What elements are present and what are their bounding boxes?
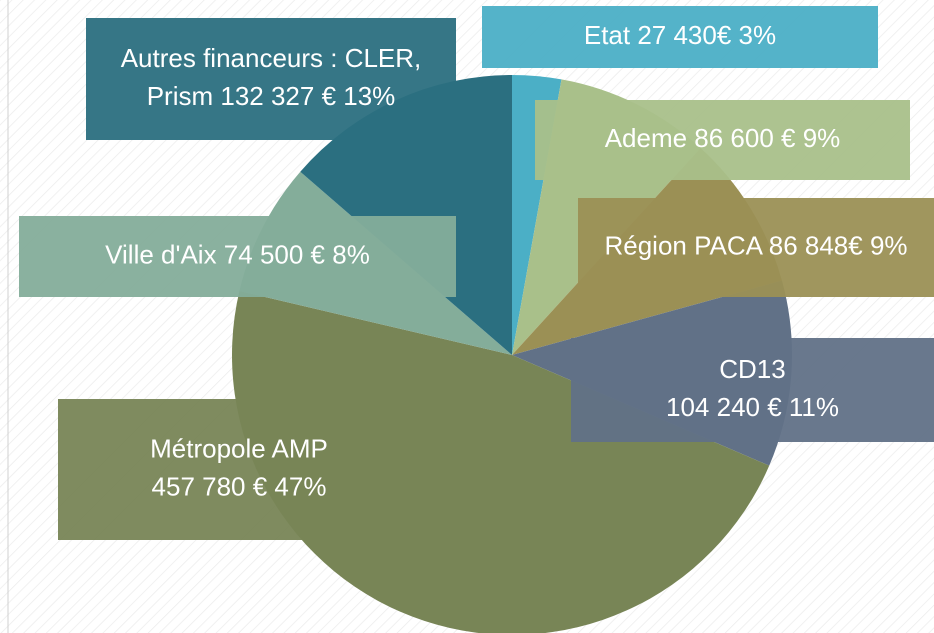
data-label: Ville d'Aix 74 500 € 8% (105, 239, 370, 269)
label-box (535, 100, 910, 180)
data-label: Métropole AMP (150, 433, 328, 463)
data-label: Ademe 86 600 € 9% (605, 123, 841, 153)
label-box (482, 6, 878, 68)
pie-slice (232, 290, 770, 633)
label-box (19, 216, 456, 297)
label-box (86, 18, 456, 140)
pie-slice (300, 75, 512, 355)
label-box (58, 399, 420, 540)
data-label: 104 240 € 11% (666, 392, 839, 422)
data-label: Région PACA 86 848€ 9% (604, 230, 907, 260)
data-label: Prism 132 327 € 13% (147, 81, 396, 111)
data-label: 457 780 € 47% (152, 471, 327, 501)
label-box (578, 198, 934, 297)
label-box (571, 338, 934, 442)
data-label: Etat 27 430€ 3% (584, 20, 776, 50)
data-label: Autres financeurs : CLER, (121, 43, 422, 73)
data-label: CD13 (719, 354, 785, 384)
